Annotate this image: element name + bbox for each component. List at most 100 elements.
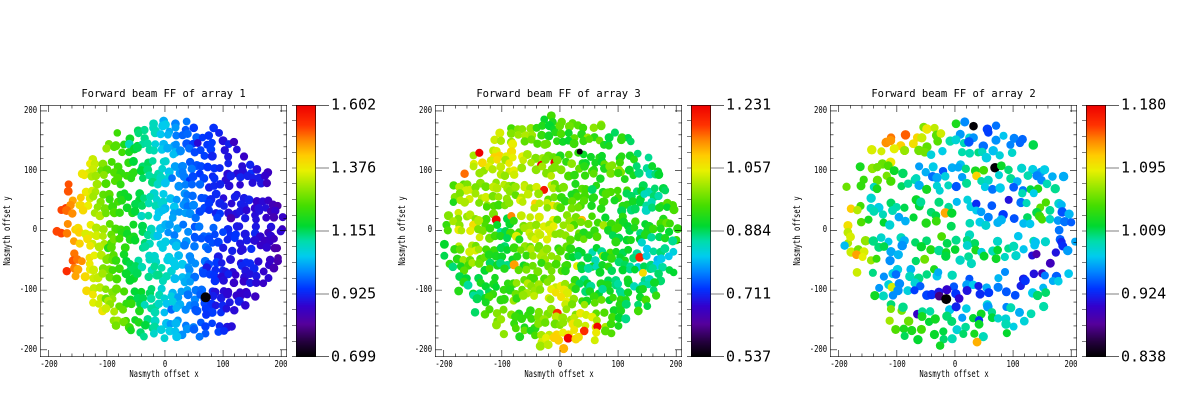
x-axis-title: Nasmyth offset x (115, 370, 211, 380)
x-tick-label-text: -100 (98, 359, 116, 370)
x-tick-label-text: 200 (1064, 359, 1078, 370)
y-tick-label: 0 (31, 225, 37, 235)
x-tick-label: -100 (490, 360, 514, 370)
y-tick-label-text: -100 (809, 284, 827, 296)
x-tick-label: 100 (1004, 360, 1022, 370)
colorbar-tick-label: 0.699 (331, 347, 377, 366)
x-tick-label-text: 100 (611, 359, 625, 370)
y-axis-title: Nasmyth offset y (397, 183, 408, 279)
x-tick-label-text: 100 (1006, 359, 1020, 370)
beam-map-panel: Forward beam FF of array 1 Nasmyth offse… (0, 0, 395, 400)
y-tick-label: 200 (414, 104, 432, 116)
colorbar-tick-label: 1.602 (331, 95, 377, 114)
x-axis-title-text: Nasmyth offset x (128, 369, 199, 380)
x-tick-label-text: 0 (557, 359, 563, 370)
y-tick-label-text: 200 (813, 104, 827, 116)
y-tick-label-text: -200 (19, 343, 37, 355)
x-tick-label-text: 200 (669, 359, 683, 370)
x-tick-label: -100 (95, 360, 119, 370)
x-axis-title-text: Nasmyth offset x (523, 369, 594, 380)
scatter-plot-canvas (830, 105, 1077, 357)
y-tick-label: 100 (19, 164, 37, 176)
x-tick-label-text: -200 (830, 359, 848, 370)
plot-title: Forward beam FF of array 2 (871, 88, 1036, 100)
y-tick-label-text: -100 (414, 284, 432, 296)
x-tick-label: 200 (667, 360, 685, 370)
beam-map-panel: Forward beam FF of array 3 Nasmyth offse… (395, 0, 790, 400)
colorbar-tick-label: 1.376 (331, 158, 377, 177)
colorbar-tick-label: 0.925 (331, 284, 377, 303)
x-tick-label-text: 200 (274, 359, 288, 370)
y-tick-label-text: 0 (822, 224, 827, 236)
x-tick-label-text: -100 (493, 359, 511, 370)
x-tick-label: 200 (1062, 360, 1080, 370)
y-tick-label: 100 (809, 164, 827, 176)
colorbar-canvas (687, 105, 725, 357)
colorbar-tick-label: 0.711 (726, 284, 772, 303)
colorbar-tick-label: 1.057 (726, 158, 772, 177)
x-axis-title: Nasmyth offset x (510, 370, 606, 380)
y-tick-label-text: 100 (23, 164, 37, 176)
x-tick-label: 0 (162, 360, 168, 370)
y-axis-title: Nasmyth offset y (792, 183, 803, 279)
y-tick-label: 200 (19, 104, 37, 116)
y-axis-title-text: Nasmyth offset y (792, 196, 803, 266)
y-axis-title-text: Nasmyth offset y (2, 196, 13, 266)
x-tick-label: 200 (272, 360, 290, 370)
colorbar-canvas (292, 105, 330, 357)
y-tick-label: -100 (408, 285, 432, 295)
x-tick-label-text: -200 (435, 359, 453, 370)
colorbar-tick-label: 1.231 (726, 95, 772, 114)
y-tick-label-text: -200 (414, 343, 432, 355)
y-tick-label: 0 (821, 225, 827, 235)
y-tick-label: -200 (13, 343, 37, 355)
y-tick-label-text: 0 (427, 224, 432, 236)
y-tick-label-text: 100 (418, 164, 432, 176)
colorbar-tick-label: 1.151 (331, 221, 377, 240)
y-tick-label: -200 (803, 343, 827, 355)
x-tick-label: -200 (432, 360, 456, 370)
x-tick-label: -200 (37, 360, 61, 370)
y-tick-label-text: 200 (418, 104, 432, 116)
colorbar-tick-label: 0.838 (1121, 347, 1167, 366)
x-tick-label: 0 (557, 360, 563, 370)
y-tick-label: -200 (408, 343, 432, 355)
x-tick-label: 100 (609, 360, 627, 370)
y-axis-title-text: Nasmyth offset y (397, 196, 408, 266)
beam-map-panel: Forward beam FF of array 2 Nasmyth offse… (790, 0, 1185, 400)
colorbar-tick-label: 0.884 (726, 221, 772, 240)
y-tick-label: -100 (803, 285, 827, 295)
colorbar-tick-label: 1.095 (1121, 158, 1167, 177)
y-tick-label: 0 (426, 225, 432, 235)
x-tick-label: -200 (827, 360, 851, 370)
y-tick-label: 100 (414, 164, 432, 176)
y-tick-label-text: 200 (23, 104, 37, 116)
x-tick-label: -100 (885, 360, 909, 370)
y-tick-label-text: -100 (19, 284, 37, 296)
y-tick-label: 200 (809, 104, 827, 116)
x-tick-label-text: -200 (40, 359, 58, 370)
colorbar-tick-label: 0.537 (726, 347, 772, 366)
x-tick-label: 0 (952, 360, 958, 370)
plot-title: Forward beam FF of array 1 (81, 88, 246, 100)
scatter-plot-canvas (435, 105, 682, 357)
x-tick-label-text: 0 (952, 359, 958, 370)
y-tick-label: -100 (13, 285, 37, 295)
x-axis-title: Nasmyth offset x (905, 370, 1001, 380)
colorbar-tick-label: 0.924 (1121, 284, 1167, 303)
y-tick-label-text: 0 (32, 224, 37, 236)
x-tick-label-text: 0 (162, 359, 168, 370)
colorbar-canvas (1082, 105, 1120, 357)
plot-title: Forward beam FF of array 3 (476, 88, 641, 100)
scatter-plot-canvas (40, 105, 287, 357)
x-tick-label-text: -100 (888, 359, 906, 370)
y-axis-title: Nasmyth offset y (2, 183, 13, 279)
colorbar-tick-label: 1.009 (1121, 221, 1167, 240)
x-axis-title-text: Nasmyth offset x (918, 369, 989, 380)
y-tick-label-text: 100 (813, 164, 827, 176)
y-tick-label-text: -200 (809, 343, 827, 355)
x-tick-label-text: 100 (216, 359, 230, 370)
x-tick-label: 100 (214, 360, 232, 370)
colorbar-tick-label: 1.180 (1121, 95, 1167, 114)
